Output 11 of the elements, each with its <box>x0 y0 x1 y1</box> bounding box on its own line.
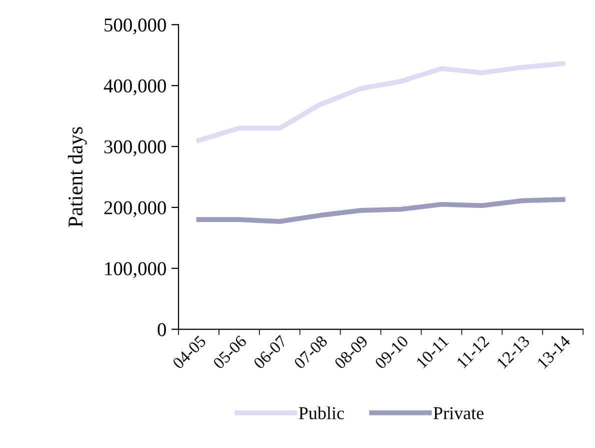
legend-label: Private <box>434 407 484 420</box>
y-tick-label: 400,000 <box>104 79 166 96</box>
line-series <box>196 61 566 143</box>
line-series <box>196 197 566 224</box>
legend-label: Public <box>298 406 344 420</box>
y-axis-title: Patient days <box>68 127 87 227</box>
y-tick-label: 0 <box>158 323 166 336</box>
y-tick-label: 100,000 <box>105 262 166 278</box>
y-tick-label: 500,000 <box>104 18 166 34</box>
y-tick-label: 300,000 <box>104 140 166 156</box>
y-tick-label: 200,000 <box>104 201 166 218</box>
